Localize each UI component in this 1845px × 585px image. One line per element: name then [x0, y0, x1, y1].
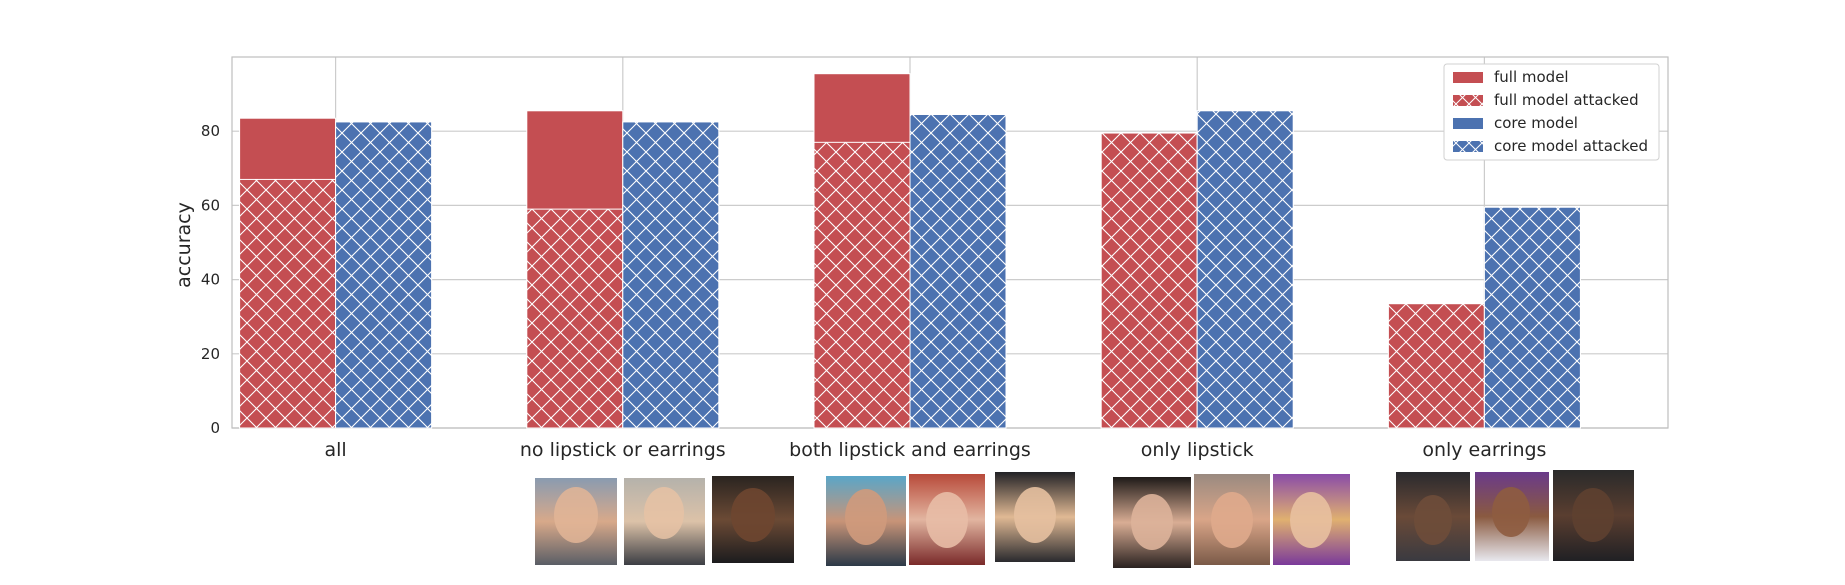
face-shape — [731, 488, 775, 542]
bars — [239, 73, 1581, 429]
face-shape — [1290, 492, 1332, 548]
x-tick-labels: all no lipstick or earrings both lipstick … — [324, 439, 1546, 461]
thumbnail-group-only-lipstick — [1113, 474, 1350, 568]
y-tick-label: 0 — [210, 419, 220, 437]
face-shape — [1131, 494, 1173, 550]
face-thumbnails — [535, 470, 1634, 568]
bar-full-model-attacked — [526, 208, 624, 429]
legend-swatch — [1453, 141, 1483, 152]
y-tick-label: 40 — [201, 271, 220, 289]
legend-swatch — [1453, 72, 1483, 83]
bar-full-model-attacked — [1100, 132, 1198, 429]
bar-full-model-attacked — [1387, 303, 1485, 429]
legend-label: core model — [1494, 114, 1578, 132]
face-shape — [1211, 492, 1253, 548]
y-tick-label: 20 — [201, 345, 220, 363]
legend-label: full model attacked — [1494, 91, 1639, 109]
bar-full-model-attacked — [239, 178, 337, 429]
bar-core-model-attacked — [335, 121, 433, 429]
legend: full model full model attacked core model c… — [1443, 63, 1660, 161]
x-tick-label: both lipstick and earrings — [789, 439, 1031, 461]
face-shape — [845, 489, 887, 545]
bar-full-model-attacked — [813, 141, 911, 429]
thumbnail-group-no-lipstick-or-earrings — [535, 476, 794, 565]
y-tick-label: 60 — [201, 196, 220, 214]
thumbnail-group-both-lipstick-and-earrings — [826, 472, 1075, 566]
y-tick-label: 80 — [201, 122, 220, 140]
bar-core-model-attacked — [1196, 110, 1294, 429]
legend-frame — [1443, 63, 1660, 161]
x-tick-label: only lipstick — [1141, 439, 1254, 461]
thumbnail-group-only-earrings — [1396, 470, 1634, 561]
x-tick-label: no lipstick or earrings — [520, 439, 726, 461]
legend-swatch — [1453, 118, 1483, 129]
legend-swatch — [1453, 95, 1483, 106]
x-tick-label: only earrings — [1422, 439, 1546, 461]
legend-label: core model attacked — [1494, 137, 1648, 155]
face-shape — [1572, 488, 1614, 542]
face-shape — [1014, 487, 1056, 543]
bar-core-model-attacked — [622, 121, 720, 429]
y-tick-labels: 0 20 40 60 80 — [201, 122, 220, 437]
face-shape — [554, 487, 598, 543]
face-shape — [1492, 487, 1530, 537]
face-shape — [644, 487, 684, 539]
face-shape — [926, 492, 968, 548]
bar-core-model-attacked — [909, 114, 1007, 429]
x-tick-label: all — [324, 439, 346, 461]
y-axis-title: accuracy — [173, 202, 195, 288]
bar-core-model-attacked — [1483, 206, 1581, 429]
legend-label: full model — [1494, 68, 1569, 86]
face-shape — [1414, 495, 1452, 545]
